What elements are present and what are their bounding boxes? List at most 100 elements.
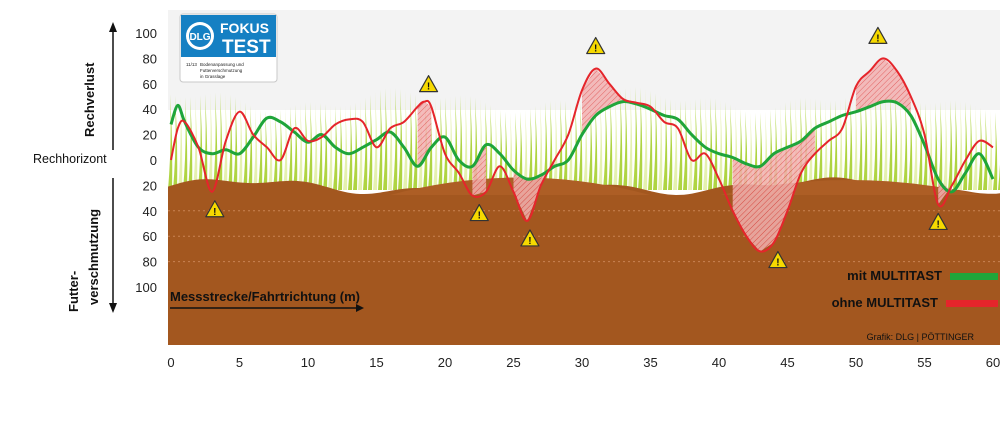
grass-blade [303,102,308,190]
legend-swatch-ohne [946,300,998,307]
grass-blade [988,111,993,190]
warning-icon: ! [868,26,888,44]
grass-blade [983,109,988,190]
grass-blade [253,108,258,190]
grass-blade [953,100,958,190]
grass-blade [318,103,323,190]
badge-logo-text: DLG [189,32,210,43]
grass-blade [238,99,243,190]
grass-blade [173,95,178,190]
x-tick-label: 10 [301,355,315,370]
soil-gridlines [168,210,1000,263]
grass-blade [993,112,998,190]
y-tick-label: 40 [143,102,157,117]
badge-description: Bodenanpassung und Futterverschmutzung i… [200,62,245,79]
grass-blade [598,100,603,190]
grass-blade [828,100,833,190]
grass-blade [663,97,668,190]
warning-icon: ! [928,212,948,230]
svg-text:!: ! [876,33,879,44]
grass-blade [398,89,403,190]
grass-blade [698,98,703,190]
credit: Grafik: DLG | PÖTTINGER [867,332,975,342]
grass-blade [273,111,278,190]
y-tick-label: 100 [135,26,157,41]
grass-blade [943,101,948,190]
grass-blade [868,87,873,190]
grass-blade [408,92,413,190]
grass-blade [278,109,283,190]
grass-blade [393,88,398,190]
y-lower-label: Futter- verschmutzung [66,209,101,312]
grass-blade [563,100,568,190]
y-lower-label-line-1: Futter- [66,271,81,312]
grass-blade [638,87,643,190]
grass-blade [818,99,823,190]
grass-blade [333,105,338,190]
grass-blade [808,98,813,190]
grass-blade [643,89,648,190]
grass-blade [293,104,298,190]
x-tick-label: 30 [575,355,589,370]
grass-blade [438,98,443,190]
grass-blade [653,93,658,190]
grass-blade [283,108,288,190]
x-tick-label: 35 [643,355,657,370]
grass-blade [853,93,858,190]
badge-description-line-3: in Grasslage [200,74,226,79]
fokus-test-badge: DLG FOKUS TEST 11/13 Bodenanpassung und … [179,13,278,83]
grass-blade [533,106,538,190]
grass-blade [608,95,613,190]
y-tick-label: 60 [143,77,157,92]
grass-blade [528,108,533,190]
x-tick-label: 0 [167,355,174,370]
x-tick-label: 50 [849,355,863,370]
x-tick-label: 60 [986,355,1000,370]
x-tick-label: 15 [369,355,383,370]
grass-blade [368,94,373,190]
grass-blade [688,100,693,190]
grass-blade [678,100,683,190]
x-tick-label: 20 [438,355,452,370]
grass-blade [903,97,908,190]
grass-blade [668,99,673,190]
grass-blade [323,104,328,190]
grass-blade [848,96,853,190]
grass-blade [358,100,363,190]
legend-label-mit: mit MULTITAST [847,268,942,283]
grass-blade [508,112,513,190]
grass-blade [863,89,868,190]
grass-blade [878,87,883,190]
badge-description-line-1: Bodenanpassung und [200,62,244,67]
deviation-area [472,144,487,196]
grass-blade [458,95,463,190]
grass-blade [913,101,918,190]
grass-blade [208,93,213,190]
grass-blade [713,98,718,190]
x-axis-label: Messstrecke/Fahrtrichtung (m) [170,289,360,304]
grass-blade [268,111,273,190]
series-line-ohne-multitast [170,57,994,253]
x-tick-label: 5 [236,355,243,370]
grass-blade [243,102,248,190]
grass-blade [888,89,893,190]
grass-blade [288,106,293,190]
grass-blade [633,87,638,190]
legend-label-ohne: ohne MULTITAST [832,295,938,310]
badge-code: 11/13 [186,62,197,67]
badge-description-line-2: Futterverschmutzung [200,68,243,73]
y-tick-label: 80 [143,51,157,66]
badge-line1: FOKUS [220,20,269,36]
grass-blade [453,95,458,190]
grass-blade [523,110,528,190]
x-tick-label: 45 [780,355,794,370]
grass-blade [548,101,553,190]
grass-blade [223,93,228,190]
grass-blade [403,90,408,190]
grass-blade [233,97,238,190]
grass-blade [613,92,618,190]
grass-blade [363,97,368,190]
grass-blade [348,104,353,190]
grass-blade [203,94,208,190]
